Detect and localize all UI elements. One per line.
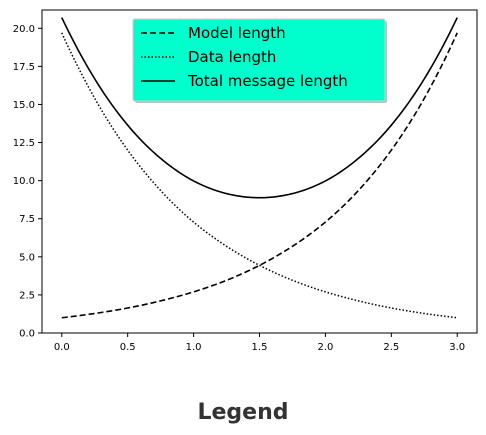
x-tick-label: 1.0 [186, 342, 202, 353]
y-tick-label: 0.0 [19, 329, 35, 340]
x-axis: 0.0 0.5 1.0 1.5 2.0 2.5 3.0 [54, 333, 465, 353]
x-tick-label: 2.5 [383, 342, 399, 353]
figure-caption: Legend [197, 400, 289, 425]
y-tick-label: 15.0 [13, 100, 35, 111]
y-axis: 0.0 2.5 5.0 7.5 10.0 12.5 15.0 17.5 20.0 [13, 24, 42, 340]
legend: Model length Data length Total message len… [132, 18, 387, 103]
line-chart: 0.0 0.5 1.0 1.5 2.0 2.5 3.0 0.0 2.5 5.0 7.5 10.0 12… [13, 9, 478, 353]
x-tick-label: 2.0 [317, 342, 333, 353]
x-tick-label: 1.5 [252, 342, 268, 353]
series-line-1 [61, 32, 458, 319]
x-tick-label: 0.0 [54, 342, 70, 353]
series-line-2 [61, 17, 458, 199]
y-tick-label: 5.0 [19, 252, 35, 263]
x-tick-label: 0.5 [120, 342, 136, 353]
legend-label: Data length [188, 48, 276, 66]
y-tick-label: 2.5 [19, 290, 35, 301]
x-tick-label: 3.0 [449, 342, 465, 353]
series-line-0 [61, 32, 458, 319]
legend-label: Model length [188, 24, 286, 42]
plot-lines [61, 17, 458, 319]
y-tick-label: 12.5 [13, 138, 35, 149]
y-tick-label: 7.5 [19, 214, 35, 225]
y-tick-label: 10.0 [13, 176, 35, 187]
y-tick-label: 20.0 [13, 24, 35, 35]
legend-box [132, 18, 386, 102]
legend-label: Total message length [187, 72, 348, 90]
y-tick-label: 17.5 [13, 62, 35, 73]
